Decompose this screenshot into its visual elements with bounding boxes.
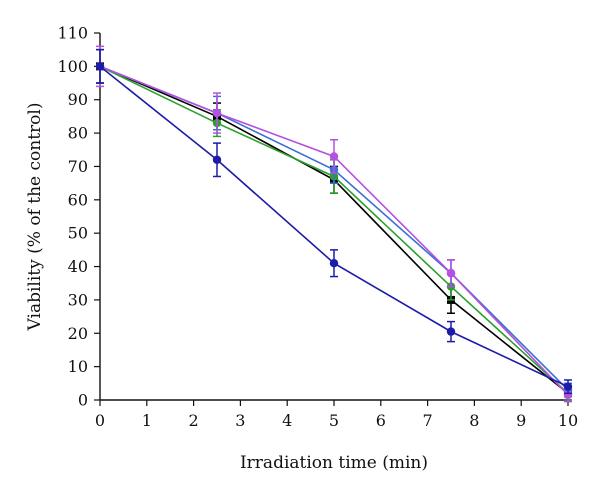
data-point <box>212 155 222 164</box>
axes <box>99 33 568 401</box>
y-tick-label: 90 <box>68 90 88 109</box>
y-tick-label: 100 <box>57 57 88 76</box>
series-2 <box>95 48 573 401</box>
data-point <box>446 269 456 278</box>
x-tick-label: 8 <box>469 411 479 430</box>
y-tick-label: 0 <box>78 391 88 410</box>
y-tick-label: 60 <box>68 190 88 209</box>
x-tick-label: 7 <box>423 411 433 430</box>
series-1 <box>96 48 572 401</box>
data-point <box>329 152 339 161</box>
data-point <box>446 327 456 336</box>
series-line <box>99 65 569 394</box>
data-point <box>563 382 573 391</box>
x-tick-label: 9 <box>516 411 526 430</box>
y-tick-label: 10 <box>68 357 88 376</box>
series-line <box>99 65 569 394</box>
y-tick-label: 20 <box>68 324 88 343</box>
data-point <box>212 108 222 118</box>
series-line <box>99 65 569 388</box>
series-layer <box>95 45 573 403</box>
x-tick-label: 6 <box>376 411 386 430</box>
series-5 <box>95 48 573 395</box>
x-tick-label: 1 <box>142 411 152 430</box>
x-tick-label: 10 <box>558 411 578 430</box>
x-tick-label: 3 <box>235 411 245 430</box>
x-tick-label: 5 <box>329 411 339 430</box>
series-4 <box>95 45 573 403</box>
y-tick-label: 40 <box>68 257 88 276</box>
series-line <box>99 65 569 396</box>
y-tick-label: 30 <box>68 290 88 309</box>
x-tick-label: 2 <box>189 411 199 430</box>
series-3 <box>95 48 573 398</box>
y-tick-label: 80 <box>68 124 88 143</box>
x-axis-title: Irradiation time (min) <box>240 453 428 473</box>
y-tick-label: 70 <box>68 157 88 176</box>
data-point <box>95 62 105 71</box>
series-line <box>99 65 569 391</box>
x-tick-label: 0 <box>95 411 105 430</box>
data-point <box>329 259 339 268</box>
y-axis-title: Viability (% of the control) <box>25 103 45 332</box>
y-tick-label: 110 <box>57 24 88 43</box>
x-tick-label: 4 <box>282 411 292 430</box>
y-tick-label: 50 <box>68 224 88 243</box>
